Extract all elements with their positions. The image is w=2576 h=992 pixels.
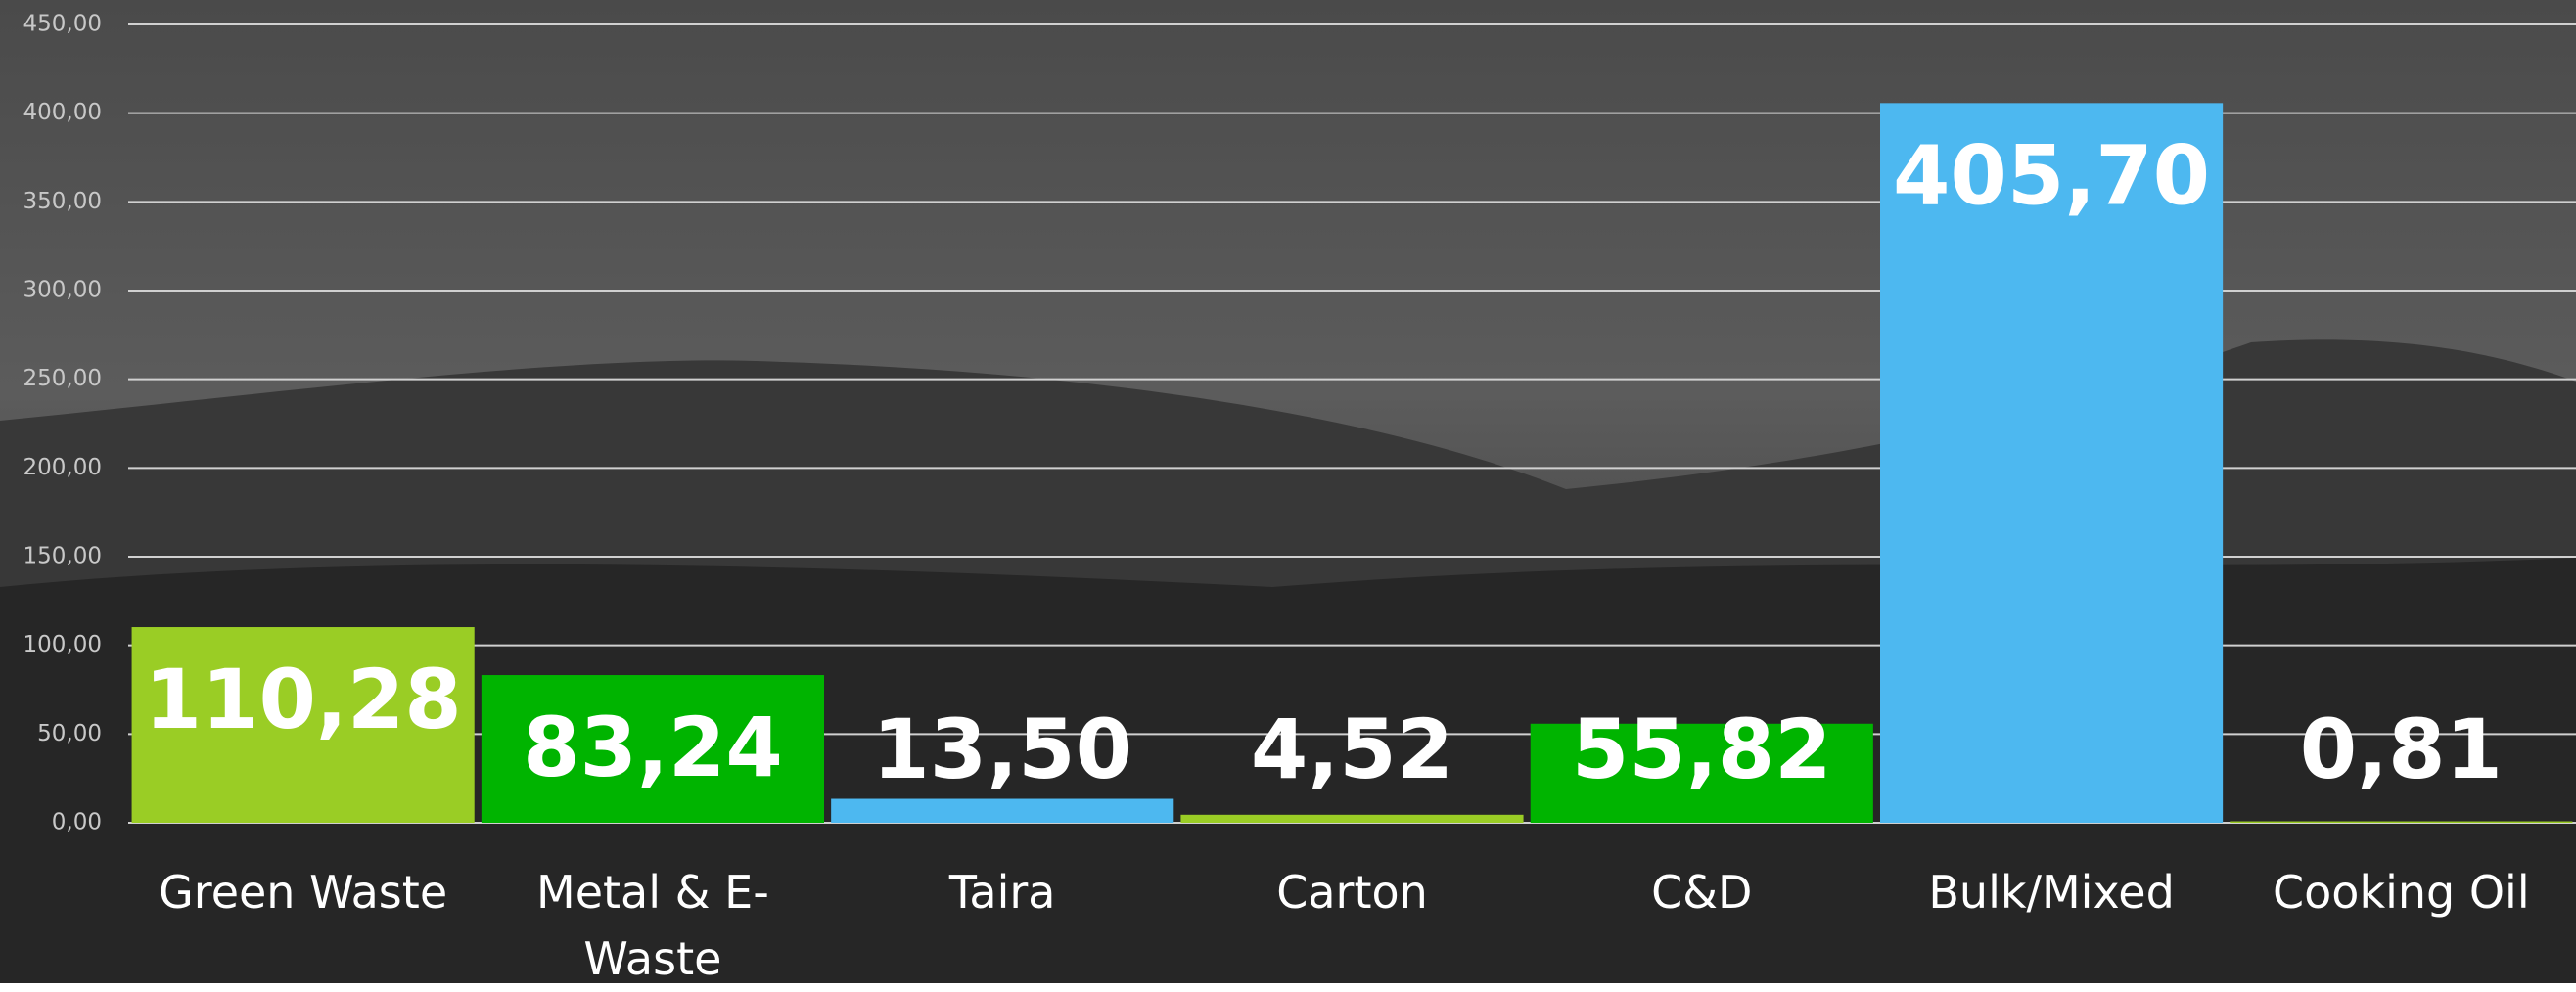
y-tick-label: 50,00: [37, 721, 102, 746]
bar: [1880, 103, 2224, 823]
value-label: 55,82: [1572, 701, 1832, 797]
y-tick-label: 250,00: [23, 366, 102, 391]
value-label: 13,50: [872, 701, 1132, 797]
bar: [131, 627, 475, 823]
value-label: 4,52: [1251, 701, 1453, 797]
x-tick-label: Taira: [948, 866, 1056, 919]
y-tick-label: 100,00: [23, 632, 102, 657]
x-tick-label: Carton: [1276, 866, 1428, 919]
x-tick-label: C&D: [1651, 866, 1753, 919]
bar: [2230, 821, 2573, 823]
x-tick-label: Bulk/Mixed: [1928, 866, 2175, 919]
y-tick-label: 0,00: [52, 810, 102, 835]
y-tick-label: 200,00: [23, 455, 102, 480]
x-tick-label: Green Waste: [159, 866, 448, 919]
x-tick-label: Cooking Oil: [2273, 866, 2530, 919]
bar: [1530, 723, 1873, 823]
y-tick-label: 300,00: [23, 278, 102, 303]
value-label: 83,24: [523, 699, 783, 795]
y-tick-label: 150,00: [23, 544, 102, 569]
value-label: 405,70: [1893, 127, 2210, 223]
bar: [481, 675, 824, 823]
y-tick-label: 350,00: [23, 189, 102, 214]
y-tick-label: 400,00: [23, 100, 102, 125]
value-label: 0,81: [2300, 701, 2503, 797]
x-tick-label: Metal & E-Waste: [536, 866, 769, 985]
bar: [1180, 814, 1524, 823]
y-tick-label: 450,00: [23, 12, 102, 37]
value-label: 110,28: [145, 652, 462, 747]
bar: [831, 798, 1174, 823]
